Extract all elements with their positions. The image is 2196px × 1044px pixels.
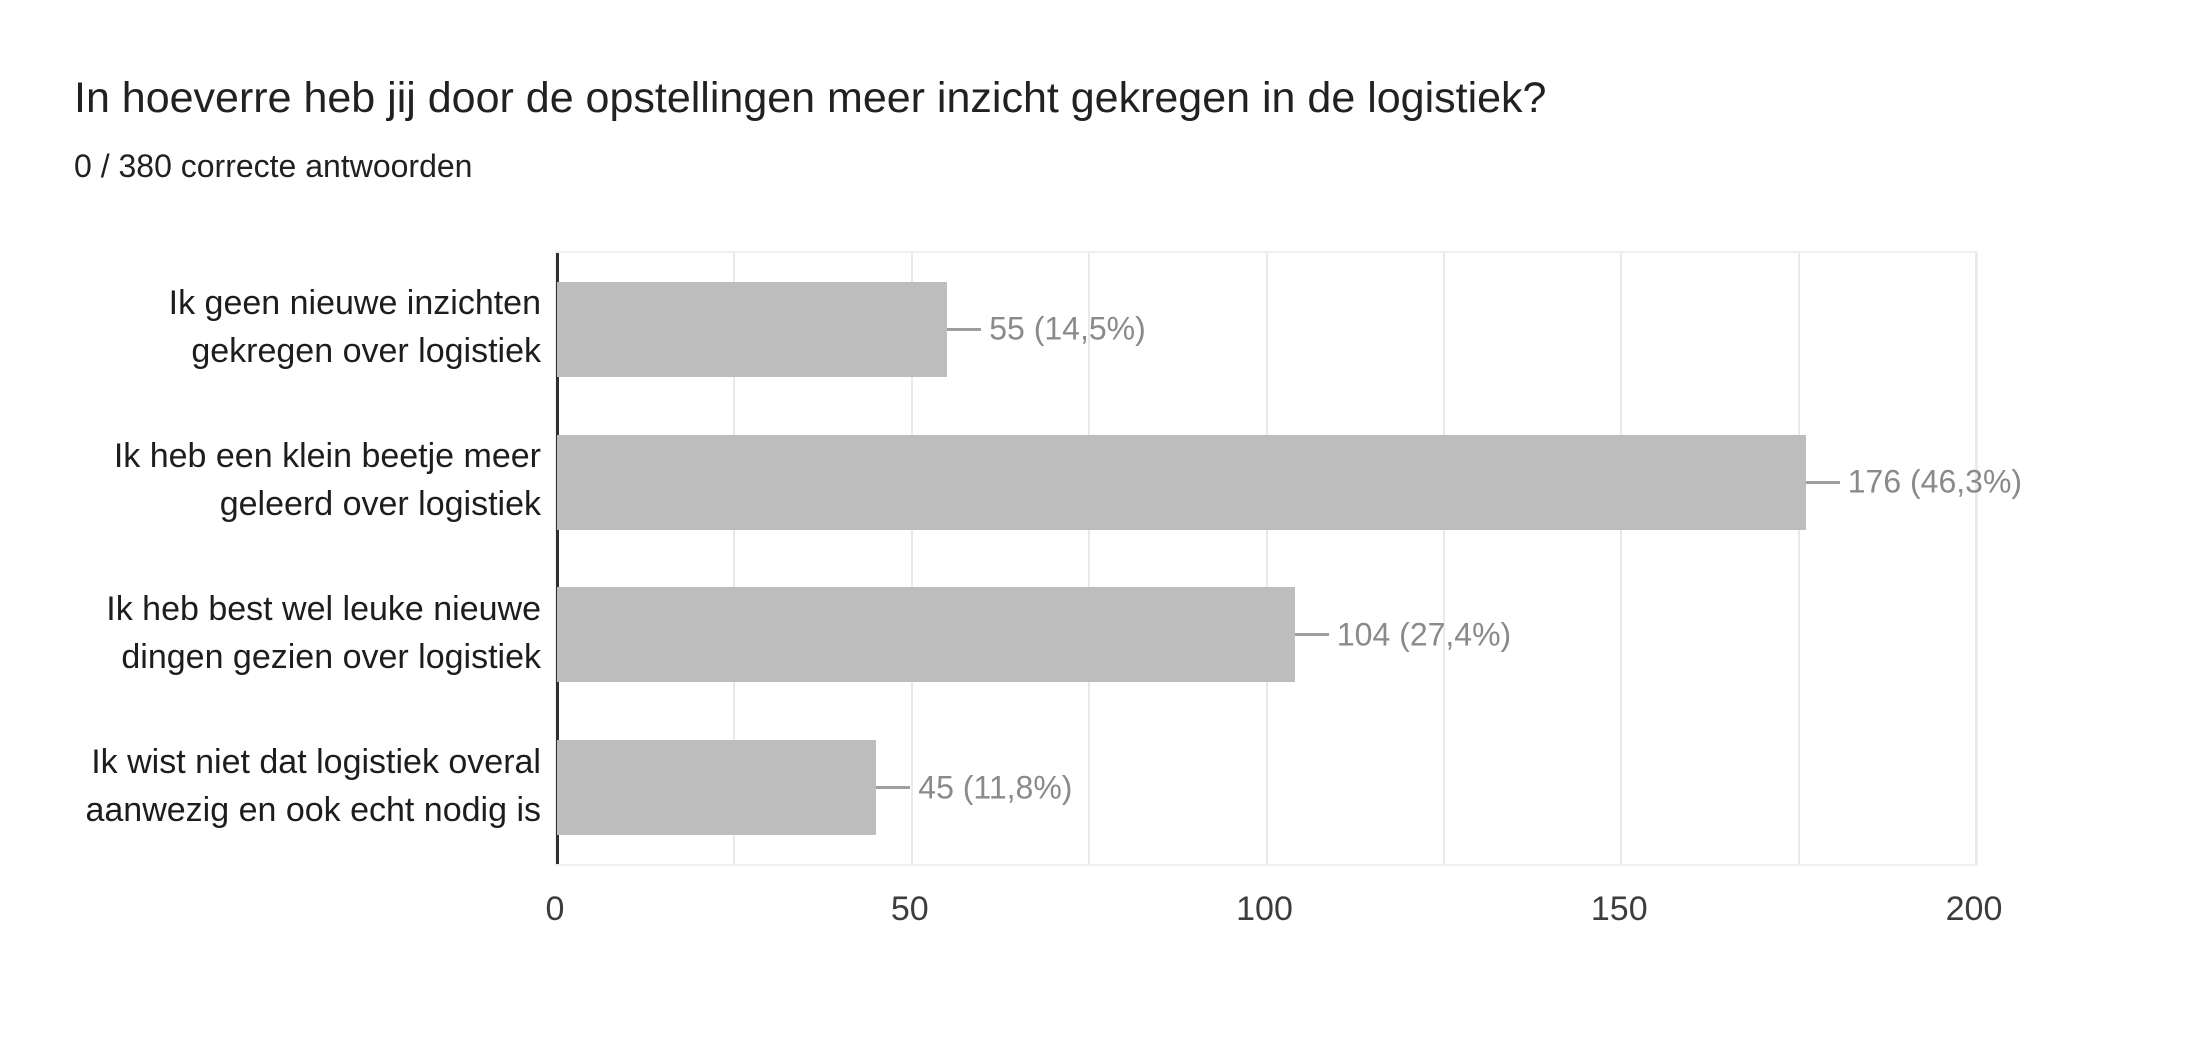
bar xyxy=(557,281,948,377)
gridline xyxy=(1088,253,1091,864)
gridline xyxy=(1442,253,1445,864)
x-tick-label: 200 xyxy=(1945,890,2003,928)
gridline xyxy=(1797,253,1800,864)
gridline xyxy=(910,253,913,864)
bar-value-label: 104 (27,4%) xyxy=(1336,616,1512,653)
callout-line xyxy=(1294,633,1329,637)
category-label: Ik geen nieuwe inzichten gekregen over lo… xyxy=(168,284,541,371)
x-tick-label: 0 xyxy=(545,890,565,928)
callout-line xyxy=(876,786,911,790)
gridline xyxy=(733,253,736,864)
category-label: Ik heb een klein beetje meer geleerd over… xyxy=(113,437,541,524)
x-tick-label: 50 xyxy=(890,890,929,928)
bar-value-label: 55 (14,5%) xyxy=(989,310,1146,347)
bar xyxy=(557,587,1295,683)
y-axis-line xyxy=(556,253,559,864)
bar-value-label: 45 (11,8%) xyxy=(918,769,1073,806)
chart-title: In hoeverre heb jij door de opstellingen… xyxy=(74,74,1547,122)
gridline xyxy=(1975,253,1977,864)
bar-value-label: 176 (46,3%) xyxy=(1847,463,2023,500)
category-label: Ik wist niet dat logistiek overal aanwezi… xyxy=(85,742,541,829)
x-tick-label: 100 xyxy=(1236,890,1293,928)
callout-line xyxy=(1805,480,1840,484)
gridline xyxy=(1265,253,1268,864)
category-label: Ik heb best wel leuke nieuwe dingen gezie… xyxy=(106,589,541,676)
bar xyxy=(557,740,877,836)
gridline xyxy=(1620,253,1623,864)
callout-line xyxy=(947,327,982,331)
chart-subtitle: 0 / 380 correcte antwoorden xyxy=(74,148,473,184)
x-tick-label: 150 xyxy=(1590,890,1648,928)
plot-area: 55 (14,5%) 176 (46,3%) 104 (27,4%) 45 (11,8… xyxy=(555,251,2022,866)
bar xyxy=(557,434,1806,530)
